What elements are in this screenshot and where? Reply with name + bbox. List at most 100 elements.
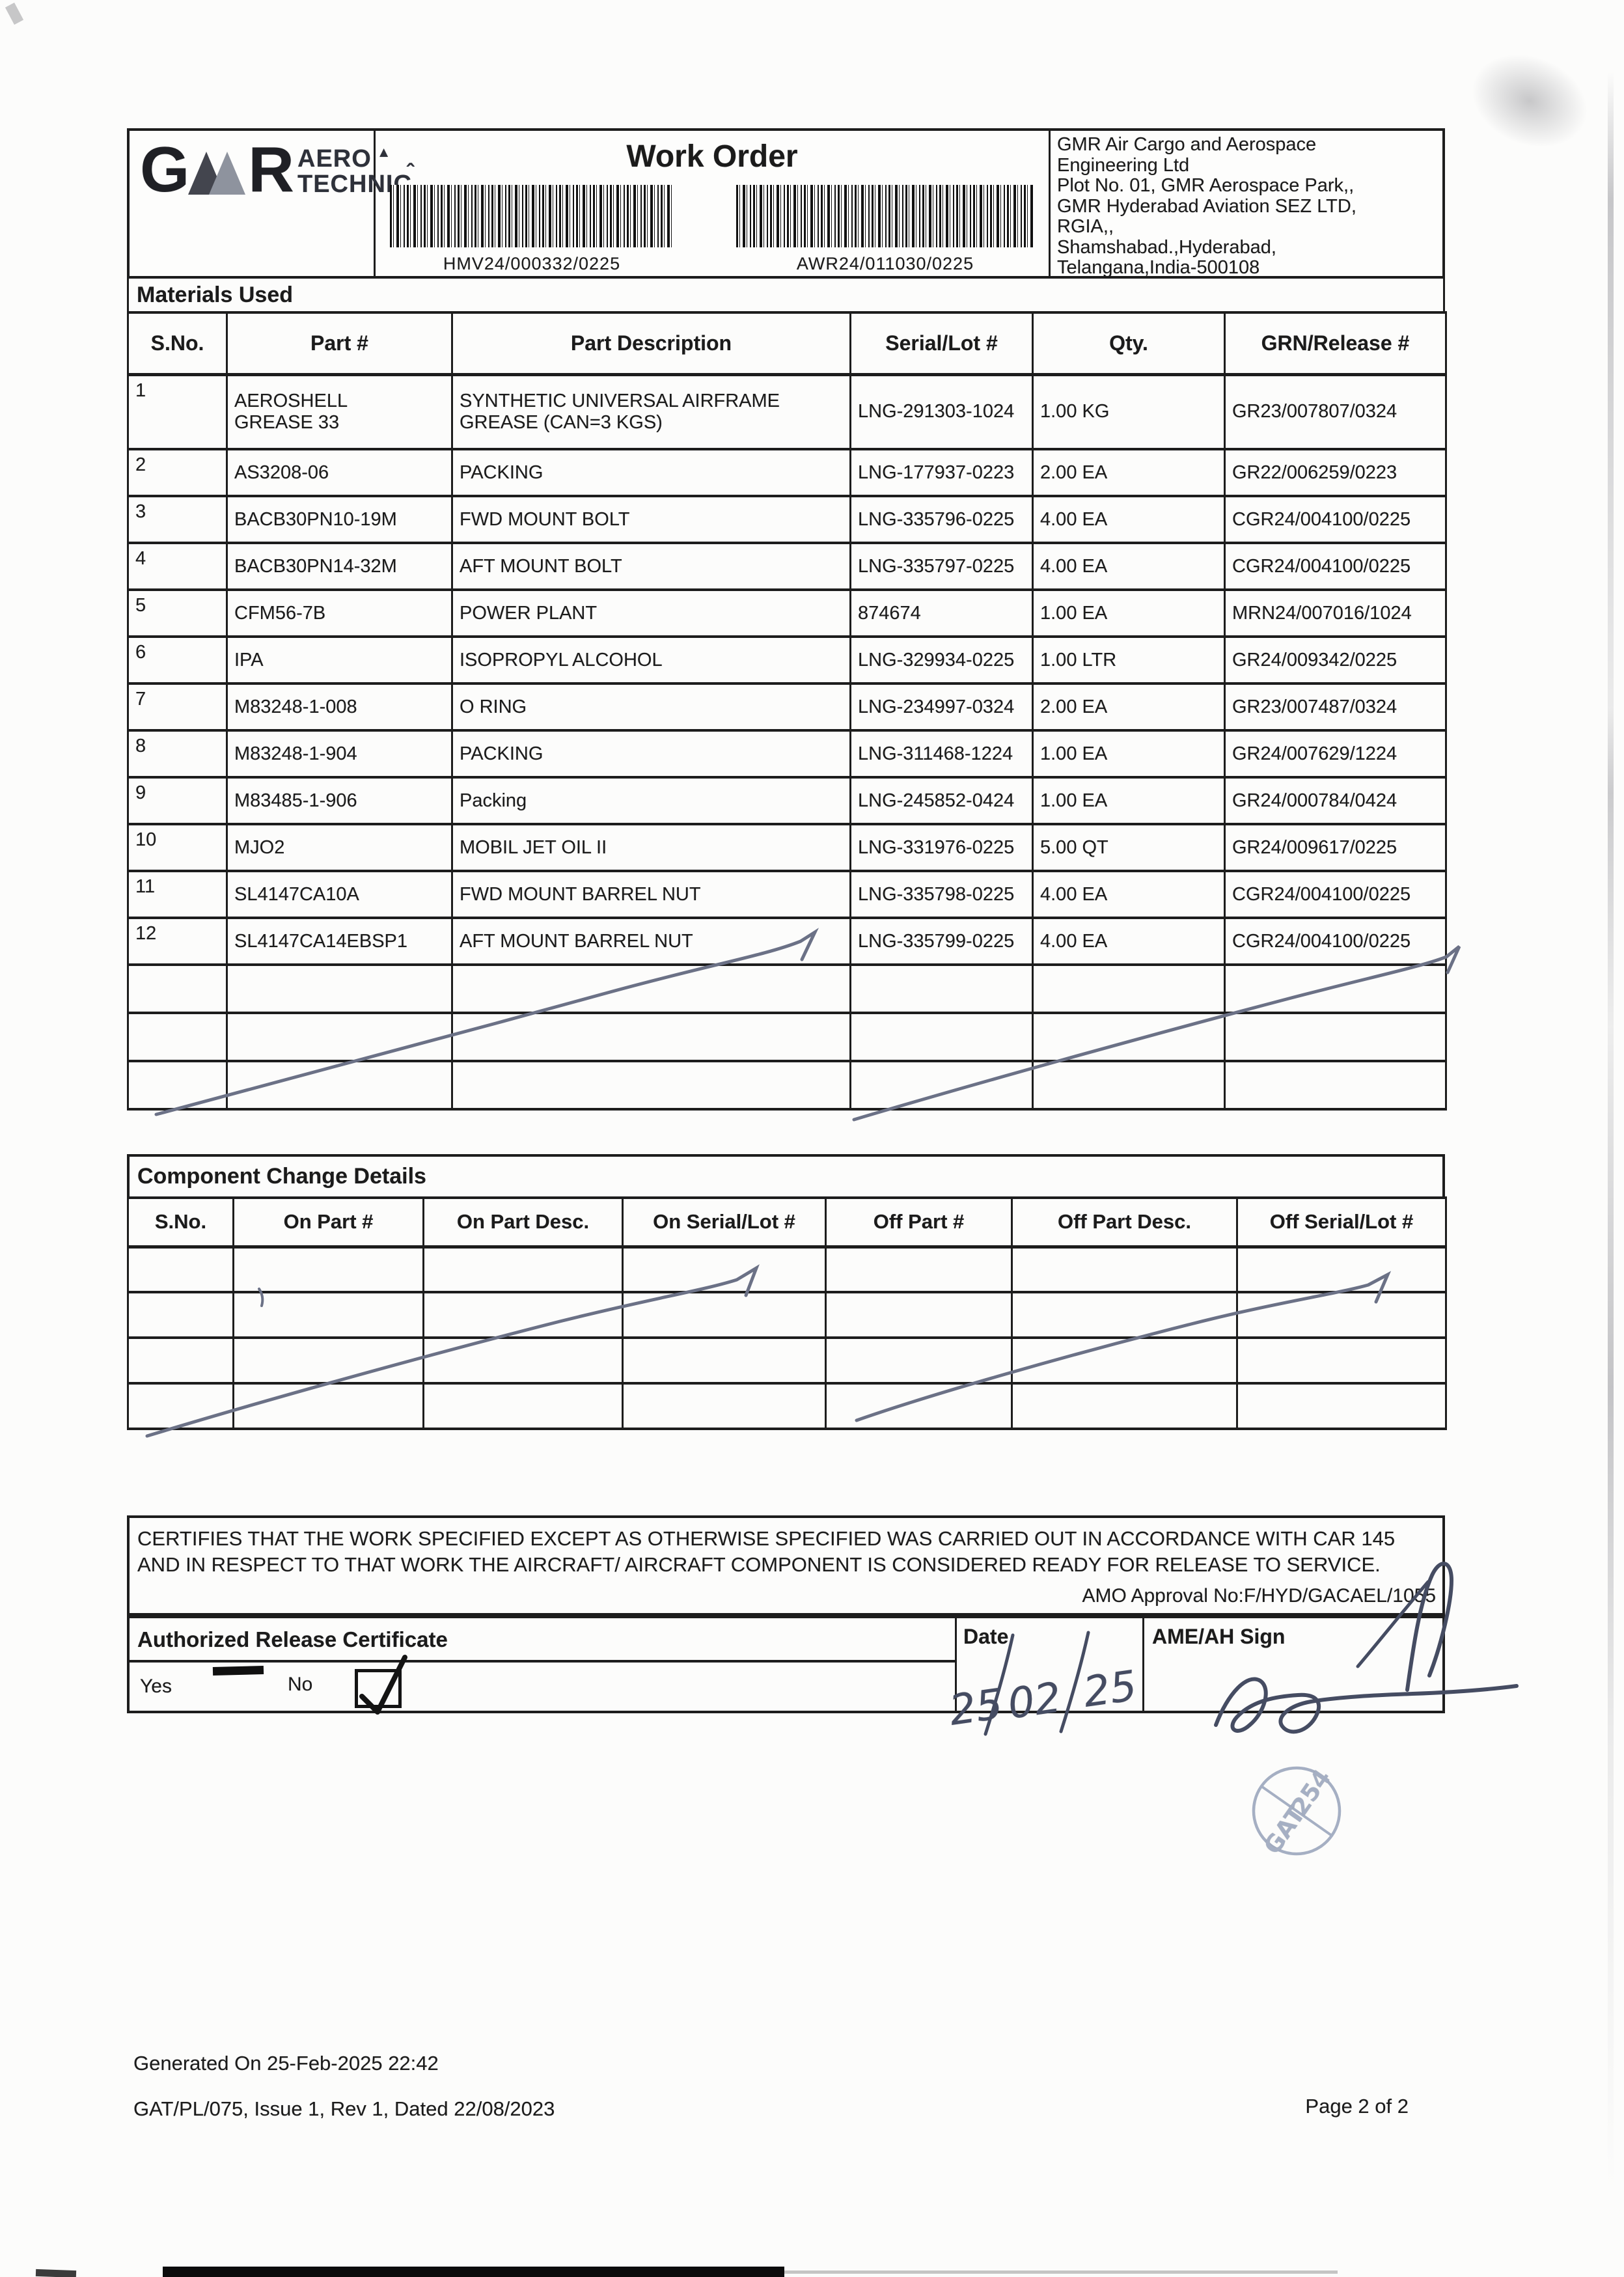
empty-cell (232, 1382, 424, 1430)
scan-bottom-mark (35, 2269, 77, 2277)
cell: PACKING (451, 729, 851, 779)
sign-label: AME/AH Sign (1152, 1625, 1286, 1648)
empty-row (127, 963, 1447, 1014)
empty-cell (232, 1336, 424, 1385)
cell: 11 (127, 870, 228, 919)
cell: FWD MOUNT BOLT (451, 495, 851, 544)
certification-line2: AND IN RESPECT TO THAT WORK THE AIRCRAFT… (137, 1553, 1381, 1576)
cell: BACB30PN10-19M (226, 495, 453, 544)
cell: 10 (127, 823, 228, 872)
cell: LNG-335796-0225 (849, 495, 1034, 544)
materials-table: S.No. Part # Part Description Serial/Lot # Q… (127, 311, 1447, 1111)
cell: M83248-1-008 (226, 682, 453, 732)
cell: LNG-335799-0225 (849, 917, 1034, 966)
table-row: 5 CFM56-7B POWER PLANT 874674 1.00 EA MRN24/0… (127, 588, 1447, 638)
empty-cell (622, 1245, 827, 1293)
empty-cell (849, 1060, 1034, 1111)
empty-cell (1032, 1012, 1226, 1062)
empty-cell (849, 1012, 1034, 1062)
work-order-cell: Work Order HMV24/000332/0225 AWR24/01103… (376, 131, 1051, 276)
cell: 1 (127, 373, 228, 450)
cell: PACKING (451, 448, 851, 497)
cell: 1.00 LTR (1032, 635, 1226, 685)
date-label: Date (963, 1625, 1009, 1648)
empty-cell (127, 1060, 228, 1111)
date-cell: Date (955, 1618, 1142, 1711)
column-header: Qty. (1032, 311, 1226, 376)
cell: POWER PLANT (451, 588, 851, 638)
page-number: Page 2 of 2 (1305, 2095, 1409, 2118)
empty-cell (422, 1336, 624, 1385)
cell: SL4147CA10A (226, 870, 453, 919)
table-row: 9 M83485-1-906 Packing LNG-245852-0424 1.00 … (127, 776, 1447, 825)
company-address: GMR Air Cargo and Aerospace Engineering L… (1051, 131, 1442, 277)
column-header: S.No. (127, 311, 228, 376)
cell: LNG-177937-0223 (849, 448, 1034, 497)
cell: LNG-335797-0225 (849, 542, 1034, 591)
svg-text:GAT: GAT (1259, 1802, 1310, 1860)
address-line: Shamshabad.,Hyderabad, (1057, 236, 1276, 258)
barcode-icon (736, 185, 1034, 247)
cell: GR24/000784/0424 (1224, 776, 1447, 825)
cell: 3 (127, 495, 228, 544)
rocket-icon: ▲ (376, 144, 392, 160)
empty-cell (1032, 963, 1226, 1014)
cell: AFT MOUNT BARREL NUT (451, 917, 851, 966)
column-header: S.No. (127, 1196, 234, 1249)
header: G R AERO ▲ TECHNIC ˆ Work Order (127, 128, 1445, 279)
cell: CGR24/004100/0225 (1224, 495, 1447, 544)
column-header: Off Part Desc. (1011, 1196, 1238, 1249)
empty-cell (226, 1060, 453, 1111)
empty-cell (422, 1245, 624, 1293)
cell: GR24/007629/1224 (1224, 729, 1447, 779)
cell: 4.00 EA (1032, 495, 1226, 544)
certification-statement: CERTIFIES THAT THE WORK SPECIFIED EXCEPT… (127, 1515, 1445, 1616)
scan-bottom-line (784, 2270, 1338, 2274)
cell: SL4147CA14EBSP1 (226, 917, 453, 966)
empty-cell (825, 1245, 1013, 1293)
generated-timestamp: Generated On 25-Feb-2025 22:42 (133, 2052, 439, 2075)
cell: 1.00 EA (1032, 588, 1226, 638)
column-header: Part Description (451, 311, 851, 376)
cell: GR24/009342/0225 (1224, 635, 1447, 685)
empty-row (127, 1060, 1447, 1111)
cell: 4.00 EA (1032, 870, 1226, 919)
table-row: 12 SL4147CA14EBSP1 AFT MOUNT BARREL NUT LNG… (127, 917, 1447, 966)
barcode-label: AWR24/011030/0225 (796, 254, 974, 273)
logo-cell: G R AERO ▲ TECHNIC ˆ (130, 131, 414, 276)
empty-row (127, 1291, 1447, 1339)
no-checkbox[interactable] (355, 1669, 402, 1708)
gmr-logo-letter-r: R (248, 133, 294, 205)
sign-cell: AME/AH Sign (1142, 1618, 1442, 1711)
empty-cell (1236, 1291, 1447, 1339)
svg-text:254: 254 (1286, 1765, 1336, 1820)
address-line: GMR Hyderabad Aviation SEZ LTD, (1057, 195, 1356, 217)
cell: FWD MOUNT BARREL NUT (451, 870, 851, 919)
cell: AEROSHELL GREASE 33 (226, 373, 453, 450)
column-header: On Part Desc. (422, 1196, 624, 1249)
cell: 1.00 EA (1032, 729, 1226, 779)
barcode-label: HMV24/000332/0225 (443, 254, 621, 273)
empty-cell (226, 1012, 453, 1062)
barcode-block-hmv: HMV24/000332/0225 (390, 185, 674, 274)
empty-cell (451, 1060, 851, 1111)
column-header: Off Serial/Lot # (1236, 1196, 1447, 1249)
component-change-section-title: Component Change Details (127, 1154, 1445, 1196)
empty-cell (1011, 1336, 1238, 1385)
empty-cell (422, 1291, 624, 1339)
gmr-logo-m-triangles-icon (188, 152, 249, 195)
authorized-release-certificate-section: Authorized Release Certificate Yes No Da… (127, 1616, 1445, 1713)
cell: 9 (127, 776, 228, 825)
empty-row (127, 1012, 1447, 1062)
cell: MJO2 (226, 823, 453, 872)
empty-cell (451, 1012, 851, 1062)
cell: LNG-311468-1224 (849, 729, 1034, 779)
empty-cell (1011, 1245, 1238, 1293)
table-row: 11 SL4147CA10A FWD MOUNT BARREL NUT LNG-335… (127, 870, 1447, 919)
amo-approval-number: AMO Approval No:F/HYD/GACAEL/1055 (1082, 1585, 1436, 1607)
cell: MOBIL JET OIL II (451, 823, 851, 872)
cell: 1.00 KG (1032, 373, 1226, 450)
empty-cell (622, 1382, 827, 1430)
empty-cell (1224, 1012, 1447, 1062)
